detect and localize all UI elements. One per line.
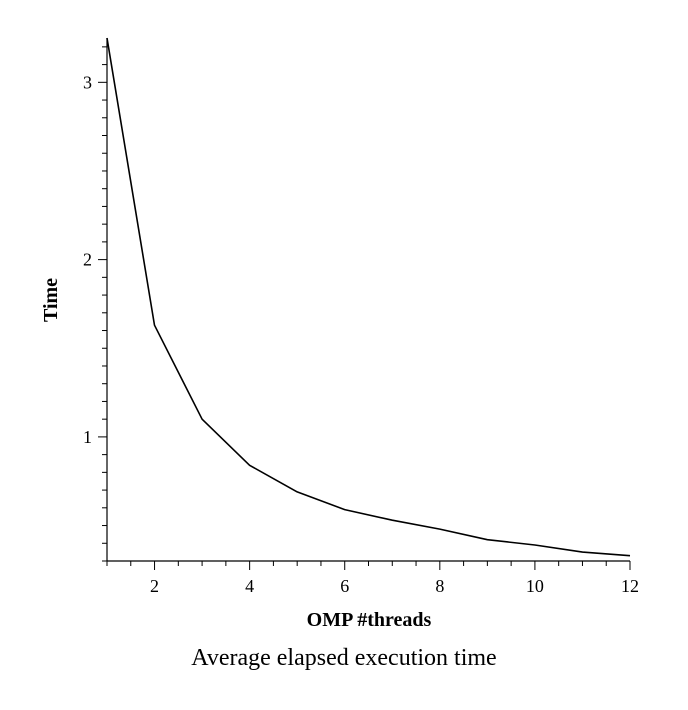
x-tick-label: 8 <box>435 576 444 596</box>
figure-caption: Average elapsed execution time <box>191 645 497 671</box>
axes <box>106 38 630 562</box>
x-axis-title: OMP #threads <box>307 609 432 631</box>
x-tick-label: 10 <box>526 576 544 596</box>
y-axis-title: Time <box>40 278 62 322</box>
x-tick-label: 6 <box>340 576 349 596</box>
x-tick-label: 2 <box>150 576 159 596</box>
y-tick-label: 2 <box>83 250 92 270</box>
y-tick-label: 1 <box>83 427 92 447</box>
series-line <box>106 37 631 557</box>
series <box>106 37 631 557</box>
y-tick-label: 3 <box>83 72 92 92</box>
x-tick-label: 12 <box>621 576 639 596</box>
x-tick-label: 4 <box>245 576 254 596</box>
